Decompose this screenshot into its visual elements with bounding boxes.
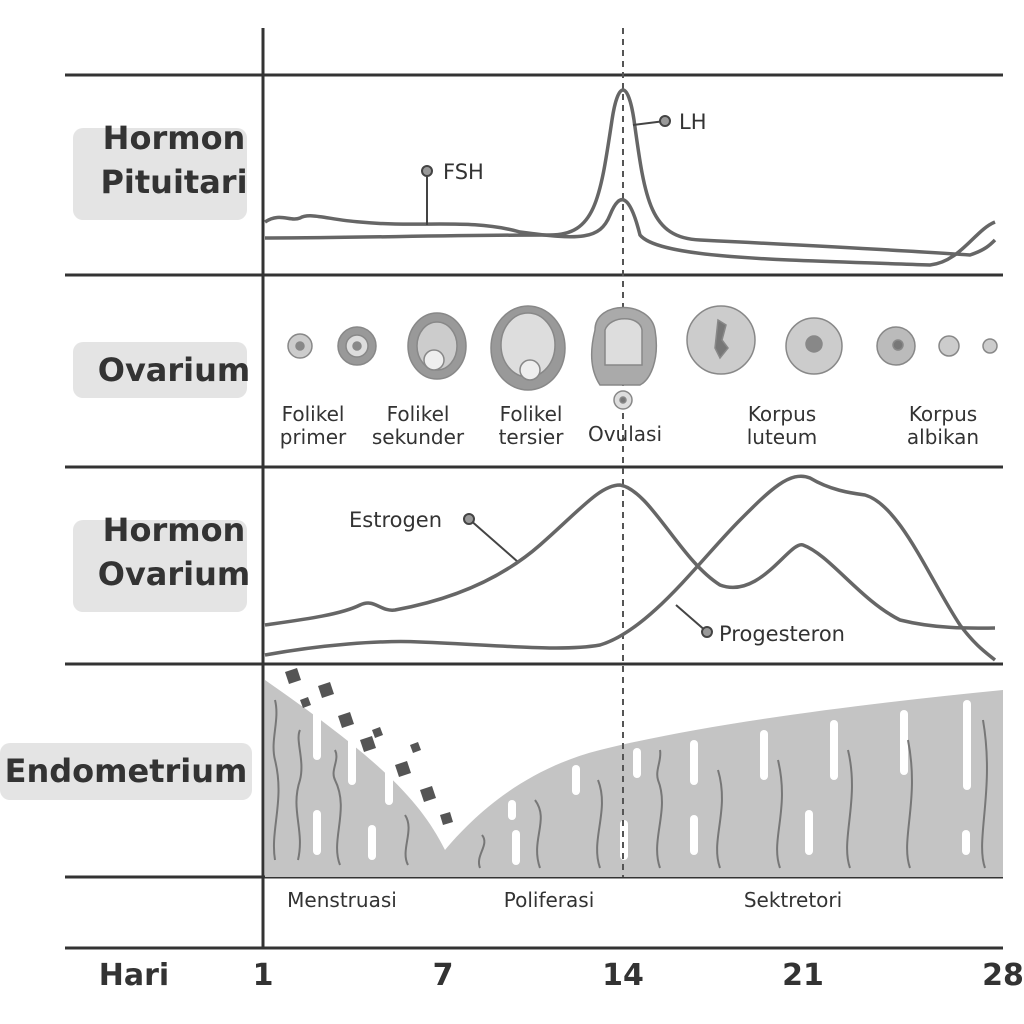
curve-label: Progesteron [719,622,845,646]
estrogen-curve [264,483,996,630]
curve-label: LH [679,110,707,134]
fsh-curve [264,198,996,267]
progesterone-curve [264,474,997,662]
curve-pointers [421,115,713,638]
row-label: Endometrium [5,752,248,790]
day-tick: 28 [982,958,1024,993]
lh-curve [264,88,997,257]
phase-label: Poliferasi [504,888,595,912]
stage-label: Korpus [748,402,816,426]
stage-label: albikan [907,425,979,449]
axis-label: Hari [99,958,169,993]
day-tick: 1 [253,958,274,993]
stage-label: tersier [499,425,565,449]
row-label: Pituitari [100,163,247,201]
day-tick: 21 [782,958,824,993]
row-label: Hormon [103,119,246,157]
row-label-boxes [0,128,252,800]
day-tick: 7 [433,958,454,993]
stage-label: Folikel [282,402,345,426]
phase-label: Sektretori [744,888,842,912]
stage-label: Ovulasi [588,422,662,446]
day-tick: 14 [602,958,644,993]
stage-label: Folikel [387,402,450,426]
phase-label: Menstruasi [287,888,397,912]
row-label: Ovarium [98,555,251,593]
endometrium [265,668,1003,877]
curve-label: FSH [443,160,484,184]
stage-label: Korpus [909,402,977,426]
ovary-illustrations [287,305,998,410]
stage-label: primer [280,425,347,449]
row-label: Hormon [103,511,246,549]
stage-label: sekunder [372,425,465,449]
stage-label: luteum [747,425,818,449]
stage-label: Folikel [500,402,563,426]
row-label: Ovarium [98,351,251,389]
curve-label: Estrogen [349,508,442,532]
